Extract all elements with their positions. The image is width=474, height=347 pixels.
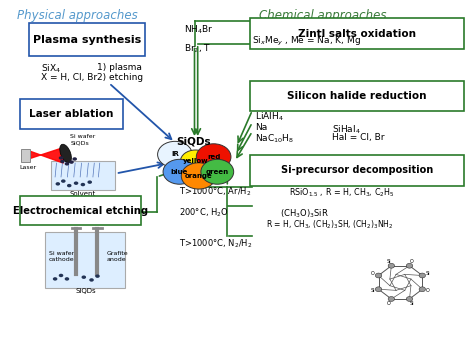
Circle shape xyxy=(181,163,216,189)
Text: R = H, CH$_3$, (CH$_2$)$_3$SH, (CH$_2$)$_3$NH$_2$: R = H, CH$_3$, (CH$_2$)$_3$SH, (CH$_2$)$… xyxy=(266,218,393,231)
Text: red: red xyxy=(207,154,220,160)
Text: RSiO$_{1.5}$ , R = H, CH$_3$, C$_2$H$_5$: RSiO$_{1.5}$ , R = H, CH$_3$, C$_2$H$_5$ xyxy=(289,187,394,199)
Text: Si wafer: Si wafer xyxy=(70,134,95,139)
Text: Laser ablation: Laser ablation xyxy=(29,109,113,119)
Circle shape xyxy=(53,277,57,281)
Text: Solvent: Solvent xyxy=(69,191,96,197)
Text: Plasma synthesis: Plasma synthesis xyxy=(33,35,141,44)
Circle shape xyxy=(64,277,69,281)
Text: Si-precursor decomposition: Si-precursor decomposition xyxy=(281,166,433,175)
Circle shape xyxy=(419,287,426,292)
Circle shape xyxy=(55,182,60,186)
FancyBboxPatch shape xyxy=(20,196,141,225)
Circle shape xyxy=(375,273,382,278)
Text: T>1000$\degree$C, N$_2$/H$_2$: T>1000$\degree$C, N$_2$/H$_2$ xyxy=(180,237,253,250)
Circle shape xyxy=(59,156,64,160)
Text: blue: blue xyxy=(171,169,188,175)
Circle shape xyxy=(163,159,196,184)
Circle shape xyxy=(196,144,231,170)
Circle shape xyxy=(95,274,100,278)
Text: Laser: Laser xyxy=(19,165,36,170)
FancyBboxPatch shape xyxy=(250,81,464,111)
Text: Si$_x$Me$_y$ , Me = Na, K, Mg: Si$_x$Me$_y$ , Me = Na, K, Mg xyxy=(252,35,361,48)
Text: X = H, Cl, Br: X = H, Cl, Br xyxy=(40,73,97,82)
Text: Si: Si xyxy=(426,271,430,276)
Text: orange: orange xyxy=(185,173,212,179)
Text: Chemical approaches: Chemical approaches xyxy=(259,9,387,22)
Circle shape xyxy=(388,297,394,302)
Text: O: O xyxy=(371,271,375,276)
Text: 2) etching: 2) etching xyxy=(98,73,144,82)
Text: Hal = Cl, Br: Hal = Cl, Br xyxy=(332,133,384,142)
Polygon shape xyxy=(29,147,64,163)
Text: Physical approaches: Physical approaches xyxy=(17,9,137,22)
Circle shape xyxy=(81,183,85,186)
Text: Si: Si xyxy=(387,259,392,264)
FancyBboxPatch shape xyxy=(29,23,146,56)
FancyBboxPatch shape xyxy=(250,155,464,186)
Text: Silicon halide reduction: Silicon halide reduction xyxy=(287,91,427,101)
Text: Zintl salts oxidation: Zintl salts oxidation xyxy=(298,28,416,39)
Circle shape xyxy=(59,274,64,277)
Circle shape xyxy=(89,278,94,282)
Circle shape xyxy=(388,263,394,268)
Circle shape xyxy=(419,273,426,278)
Text: (CH$_3$O)$_3$SiR: (CH$_3$O)$_3$SiR xyxy=(280,208,328,220)
Text: SiHal$_4$: SiHal$_4$ xyxy=(332,124,361,136)
Text: Na: Na xyxy=(255,124,267,133)
Text: Si wafer
cathode: Si wafer cathode xyxy=(49,251,74,262)
Text: O: O xyxy=(410,259,414,264)
Circle shape xyxy=(64,162,69,166)
FancyBboxPatch shape xyxy=(250,18,464,49)
Circle shape xyxy=(69,160,74,164)
Ellipse shape xyxy=(60,144,72,163)
Text: O: O xyxy=(426,288,429,294)
Text: Br$_2$, T: Br$_2$, T xyxy=(184,43,211,56)
Text: Grafite
anode: Grafite anode xyxy=(107,251,128,262)
Bar xyxy=(21,149,29,162)
Text: IR: IR xyxy=(171,152,179,158)
Circle shape xyxy=(406,297,413,302)
Circle shape xyxy=(375,287,382,292)
Text: SiQDs: SiQDs xyxy=(70,141,89,146)
Circle shape xyxy=(406,263,413,268)
Text: NH$_4$Br: NH$_4$Br xyxy=(184,23,213,36)
Circle shape xyxy=(201,159,234,184)
Text: yellow: yellow xyxy=(182,158,208,164)
Text: 1) plasma: 1) plasma xyxy=(98,63,142,72)
Circle shape xyxy=(67,184,72,187)
Text: SiX$_4$: SiX$_4$ xyxy=(40,63,61,75)
Text: green: green xyxy=(206,169,229,175)
Text: NaC$_{10}$H$_8$: NaC$_{10}$H$_8$ xyxy=(255,133,294,145)
Circle shape xyxy=(87,180,92,184)
Circle shape xyxy=(61,179,65,183)
Circle shape xyxy=(73,157,77,161)
FancyBboxPatch shape xyxy=(45,232,125,288)
Text: Si: Si xyxy=(371,288,375,294)
Text: T>1000$\degree$C, Ar/H$_2$: T>1000$\degree$C, Ar/H$_2$ xyxy=(180,186,252,198)
Text: O: O xyxy=(387,301,391,306)
Text: 200$\degree$C, H$_2$O: 200$\degree$C, H$_2$O xyxy=(180,206,229,219)
Circle shape xyxy=(157,141,192,168)
Circle shape xyxy=(60,160,64,163)
FancyBboxPatch shape xyxy=(20,99,122,129)
Text: SiQDs: SiQDs xyxy=(76,288,96,294)
Text: LiAlH$_4$: LiAlH$_4$ xyxy=(255,111,283,123)
Text: Si: Si xyxy=(410,301,414,306)
Text: SiQDs: SiQDs xyxy=(176,136,210,146)
FancyBboxPatch shape xyxy=(51,161,115,190)
Text: Electrochemical etching: Electrochemical etching xyxy=(13,206,148,215)
Circle shape xyxy=(82,276,86,279)
Circle shape xyxy=(74,181,78,185)
Circle shape xyxy=(181,150,210,173)
